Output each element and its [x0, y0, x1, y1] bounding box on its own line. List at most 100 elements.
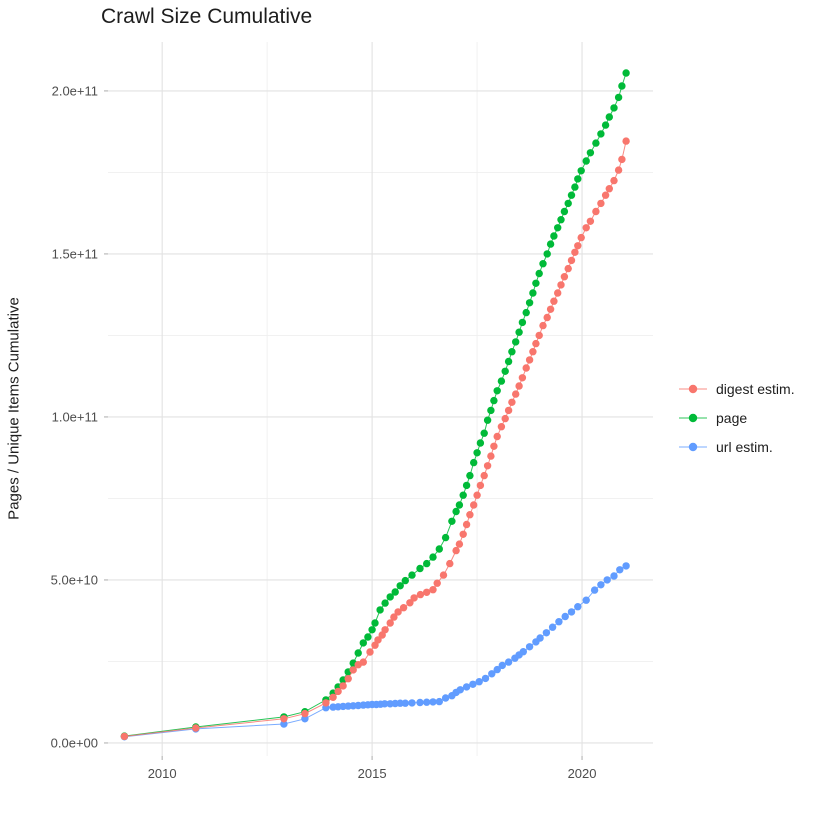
- data-point: [582, 224, 590, 232]
- data-point: [564, 199, 572, 208]
- data-point: [455, 501, 464, 509]
- data-point: [518, 318, 527, 327]
- data-point: [446, 559, 454, 568]
- data-point: [386, 619, 394, 627]
- data-point: [560, 207, 569, 216]
- data-point: [601, 121, 610, 129]
- data-point: [622, 137, 630, 145]
- data-point: [554, 289, 562, 297]
- data-point: [391, 588, 399, 596]
- data-point: [470, 501, 478, 509]
- data-point: [610, 572, 618, 580]
- data-point: [374, 636, 382, 644]
- data-point: [473, 491, 481, 499]
- data-point: [396, 699, 404, 707]
- data-point: [344, 675, 352, 683]
- data-point: [618, 82, 626, 90]
- data-point: [476, 439, 485, 447]
- data-point: [376, 606, 384, 614]
- data-point: [483, 416, 492, 424]
- data-point: [504, 357, 513, 366]
- data-point: [571, 183, 579, 191]
- legend-item-page: page: [678, 407, 795, 429]
- data-point: [439, 571, 448, 579]
- data-point: [416, 590, 425, 599]
- data-point: [601, 191, 610, 199]
- y-tick-label: 5.0e+10: [51, 572, 98, 587]
- data-point: [614, 166, 623, 174]
- data-point: [525, 356, 534, 364]
- data-point: [399, 604, 408, 612]
- legend-item-digest-estim: digest estim.: [678, 378, 795, 400]
- data-point: [557, 216, 565, 224]
- data-point: [574, 242, 582, 250]
- data-point: [522, 364, 530, 372]
- data-point: [497, 377, 506, 385]
- data-point: [501, 414, 509, 423]
- data-point: [493, 432, 501, 441]
- data-point: [120, 732, 129, 741]
- data-point: [441, 533, 450, 542]
- data-point: [597, 581, 605, 589]
- data-point: [456, 686, 464, 694]
- series-url-estim: [120, 562, 630, 741]
- data-point: [490, 396, 498, 405]
- data-point: [301, 709, 309, 718]
- data-point: [322, 699, 330, 707]
- data-point: [394, 608, 402, 616]
- data-point: [605, 113, 613, 121]
- data-point: [574, 175, 582, 183]
- y-axis-title: Pages / Unique Items Cumulative: [5, 297, 23, 520]
- data-point: [364, 633, 372, 641]
- data-point: [433, 579, 441, 587]
- data-point: [567, 608, 576, 616]
- data-point: [590, 586, 599, 594]
- data-point: [462, 481, 471, 490]
- data-point: [487, 406, 495, 415]
- data-point: [339, 682, 347, 690]
- data-point: [508, 348, 516, 356]
- data-point: [301, 715, 309, 723]
- data-point: [586, 217, 595, 225]
- data-point: [473, 449, 481, 457]
- data-point: [548, 623, 557, 631]
- data-point: [408, 699, 416, 707]
- data-point: [390, 613, 398, 621]
- data-point: [416, 564, 424, 573]
- legend-key-url-line-dot-icon: [679, 442, 707, 452]
- gridlines-major: [108, 42, 653, 756]
- data-point: [546, 240, 555, 248]
- data-point: [515, 328, 523, 336]
- data-point: [504, 658, 513, 666]
- data-point: [192, 724, 200, 732]
- data-point: [525, 299, 534, 307]
- data-point: [416, 698, 424, 707]
- data-point: [334, 687, 342, 696]
- chart-title: Crawl Size Cumulative: [101, 5, 313, 28]
- series-line: [124, 565, 627, 738]
- data-point: [481, 674, 490, 683]
- data-point: [597, 130, 605, 138]
- data-point: [401, 699, 409, 707]
- data-point: [518, 374, 527, 382]
- data-point: [459, 530, 467, 538]
- data-point: [543, 250, 551, 258]
- data-point: [455, 540, 464, 548]
- data-point: [616, 566, 624, 574]
- data-point: [466, 511, 474, 519]
- data-point: [508, 398, 516, 406]
- data-point: [366, 648, 374, 656]
- x-tick-label: 2020: [568, 766, 597, 781]
- data-point: [539, 321, 547, 330]
- gridlines-minor: [108, 42, 653, 756]
- data-point: [349, 666, 357, 674]
- data-point: [577, 233, 585, 242]
- data-point: [381, 626, 389, 634]
- data-point: [429, 553, 437, 561]
- x-tick-label: 2015: [358, 766, 387, 781]
- data-point: [546, 305, 555, 313]
- data-point: [554, 224, 562, 232]
- data-point: [529, 348, 537, 356]
- data-point: [512, 390, 520, 398]
- data-point: [493, 665, 501, 674]
